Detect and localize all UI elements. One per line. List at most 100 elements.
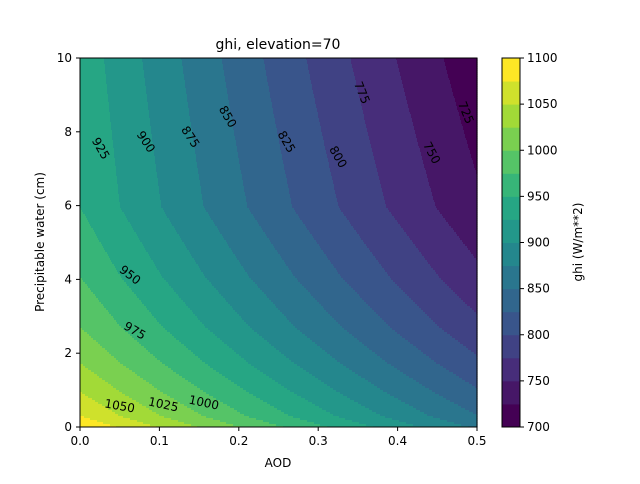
contour-band-925-950 bbox=[90, 224, 132, 227]
contour-band-950-975 bbox=[80, 228, 94, 231]
contour-band-900-925 bbox=[113, 144, 154, 147]
contour-band-1025-1050 bbox=[150, 424, 192, 427]
contour-band-900-925 bbox=[183, 300, 227, 303]
contour-band-825-850 bbox=[340, 324, 389, 327]
contour-band-800-825 bbox=[418, 348, 469, 351]
contour-band-700-725 bbox=[473, 160, 478, 163]
contour-band-850-875 bbox=[208, 212, 252, 215]
contour-band-750-775 bbox=[397, 220, 447, 223]
contour-band-800-825 bbox=[416, 346, 467, 349]
contour-band-950-975 bbox=[80, 226, 92, 229]
contour-band-725-750 bbox=[449, 224, 478, 227]
contour-band-850-875 bbox=[271, 300, 318, 303]
contour-band-1000-1025 bbox=[125, 394, 168, 397]
contour-band-900-925 bbox=[107, 84, 146, 87]
contour-band-775-800 bbox=[375, 256, 425, 259]
contour-band-725-750 bbox=[429, 184, 478, 187]
contour-band-950-975 bbox=[80, 220, 89, 223]
contour-band-750-775 bbox=[424, 256, 475, 259]
contour-band-900-925 bbox=[192, 310, 236, 313]
contour-band-700-725 bbox=[471, 156, 478, 159]
contour-band-925-950 bbox=[246, 390, 291, 393]
contour-band-800-825 bbox=[319, 244, 367, 247]
contour-band-775-800 bbox=[334, 186, 382, 189]
contour-band-875-900 bbox=[286, 356, 333, 359]
contour-band-975-1000 bbox=[109, 352, 151, 355]
contour-band-900-925 bbox=[260, 370, 307, 373]
contour-band-925-950 bbox=[159, 322, 203, 325]
contour-band-875-900 bbox=[152, 136, 194, 139]
contour-band-1050-1075 bbox=[80, 396, 89, 399]
contour-band-750-775 bbox=[467, 304, 478, 307]
contour-band-950-975 bbox=[80, 230, 95, 233]
contour-band-875-900 bbox=[199, 266, 244, 269]
contour-band-750-775 bbox=[443, 280, 478, 283]
contour-band-775-800 bbox=[460, 342, 478, 345]
contour-band-775-800 bbox=[329, 166, 377, 169]
contour-band-750-775 bbox=[431, 266, 478, 269]
contour-band-775-800 bbox=[347, 218, 396, 221]
contour-band-875-900 bbox=[143, 62, 183, 65]
contour-band-800-825 bbox=[275, 122, 321, 125]
contour-band-875-900 bbox=[181, 238, 225, 241]
contour-band-825-850 bbox=[236, 142, 280, 145]
contour-band-850-875 bbox=[183, 68, 224, 71]
contour-band-825-850 bbox=[349, 332, 398, 335]
contour-band-1025-1050 bbox=[80, 380, 106, 383]
contour-band-950-975 bbox=[123, 328, 166, 331]
contour-band-875-900 bbox=[160, 196, 203, 199]
contour-band-750-775 bbox=[372, 150, 421, 153]
contour-band-775-800 bbox=[327, 156, 375, 159]
contour-band-925-950 bbox=[80, 100, 109, 103]
contour-band-925-950 bbox=[80, 82, 107, 85]
contour-band-850-875 bbox=[200, 184, 244, 187]
contour-band-875-900 bbox=[204, 274, 249, 277]
contour-band-1000-1025 bbox=[164, 416, 207, 419]
contour-band-825-850 bbox=[226, 86, 270, 89]
contour-band-850-875 bbox=[420, 410, 470, 413]
contour-band-1050-1075 bbox=[80, 408, 109, 411]
contour-band-975-1000 bbox=[80, 312, 110, 315]
contour-band-825-850 bbox=[284, 260, 331, 263]
contour-band-825-850 bbox=[235, 138, 280, 141]
contour-band-825-850 bbox=[247, 206, 293, 209]
contour-band-900-925 bbox=[178, 294, 222, 297]
contour-band-900-925 bbox=[185, 302, 229, 305]
contour-band-925-950 bbox=[200, 358, 245, 361]
contour-band-850-875 bbox=[226, 240, 271, 243]
contour-band-750-775 bbox=[367, 130, 416, 133]
contour-band-725-750 bbox=[409, 110, 459, 113]
contour-band-875-900 bbox=[281, 352, 328, 355]
contour-band-900-925 bbox=[117, 178, 159, 181]
contour-band-1050-1075 bbox=[80, 394, 86, 397]
contour-band-950-975 bbox=[155, 356, 199, 359]
contour-band-950-975 bbox=[80, 276, 122, 279]
contour-band-875-900 bbox=[153, 142, 195, 145]
contour-band-725-750 bbox=[411, 116, 461, 119]
contour-band-800-825 bbox=[306, 226, 354, 229]
contour-band-950-975 bbox=[237, 410, 282, 413]
contour-band-725-750 bbox=[437, 208, 478, 211]
contour-band-875-900 bbox=[241, 316, 287, 319]
contour-band-975-1000 bbox=[80, 324, 120, 327]
contour-band-775-800 bbox=[458, 340, 478, 343]
contour-band-925-950 bbox=[121, 276, 163, 279]
contour-band-875-900 bbox=[152, 140, 194, 143]
contour-band-1025-1050 bbox=[130, 418, 172, 421]
contour-band-875-900 bbox=[151, 130, 193, 133]
contour-band-900-925 bbox=[114, 148, 155, 151]
contour-band-900-925 bbox=[312, 402, 359, 405]
contour-band-925-950 bbox=[234, 382, 279, 385]
contour-band-850-875 bbox=[454, 422, 478, 425]
contour-band-975-1000 bbox=[160, 390, 204, 393]
contour-band-875-900 bbox=[157, 174, 200, 177]
contour-band-725-750 bbox=[410, 112, 460, 115]
contour-band-925-950 bbox=[139, 298, 182, 301]
contour-band-825-850 bbox=[321, 304, 369, 307]
contour-band-925-950 bbox=[80, 116, 111, 119]
contour-band-975-1000 bbox=[187, 406, 231, 409]
contour-band-875-900 bbox=[151, 128, 193, 131]
colorbar-band-900 bbox=[502, 219, 520, 243]
contour-band-950-975 bbox=[197, 386, 241, 389]
contour-band-925-950 bbox=[115, 266, 157, 269]
